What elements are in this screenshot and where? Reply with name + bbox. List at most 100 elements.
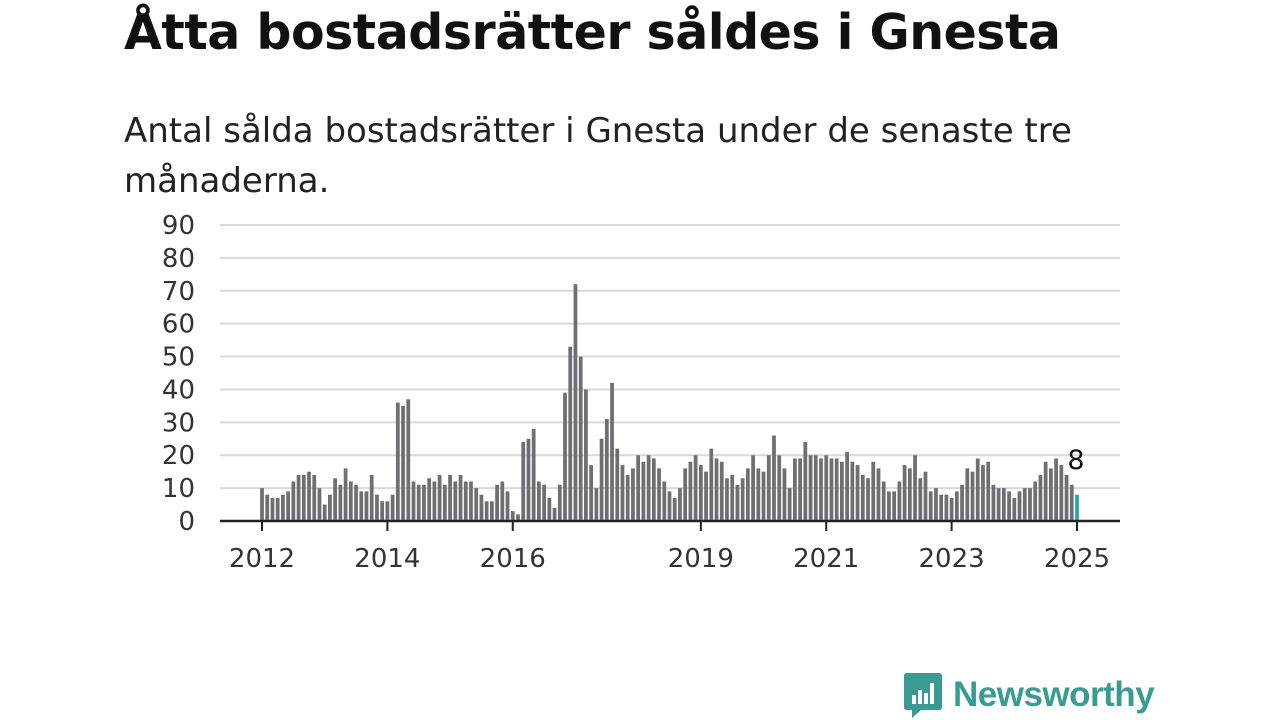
- bar: [667, 491, 672, 521]
- bar: [338, 484, 343, 521]
- bar: [484, 501, 489, 521]
- bar: [1033, 481, 1038, 521]
- bar: [793, 458, 797, 521]
- bar: [442, 484, 447, 521]
- bar: [432, 481, 437, 521]
- bar: [552, 507, 557, 521]
- bar: [719, 461, 724, 521]
- y-tick-label: 30: [162, 408, 195, 438]
- bar: [881, 481, 886, 521]
- bar: [557, 484, 562, 521]
- bar: [286, 491, 290, 521]
- bar: [803, 442, 808, 521]
- bar: [678, 488, 682, 521]
- bar: [406, 399, 411, 521]
- x-axis-ticks: 2012 2014 2016 2019 2021 2023 2025: [229, 521, 1110, 574]
- bar: [897, 481, 902, 521]
- bar: [636, 455, 641, 521]
- bar: [599, 438, 604, 521]
- bar: [348, 481, 353, 521]
- newsworthy-logo-icon: [904, 673, 942, 718]
- bar: [855, 465, 860, 521]
- bar: [756, 468, 761, 521]
- bar: [469, 481, 473, 521]
- chart-subtitle: Antal sålda bostadsrätter i Gnesta under…: [124, 111, 1072, 201]
- bar: [704, 471, 708, 521]
- bar: [573, 284, 578, 521]
- bar: [1038, 474, 1043, 521]
- bar: [845, 451, 850, 521]
- bar: [395, 402, 400, 521]
- bar: [1069, 484, 1074, 521]
- bar: [312, 474, 317, 521]
- bar: [860, 474, 865, 521]
- bar: [834, 458, 839, 521]
- bar: [531, 428, 536, 521]
- bar: [1049, 468, 1053, 521]
- bar: [458, 474, 463, 521]
- bar: [787, 488, 792, 521]
- y-tick-label: 0: [178, 507, 195, 537]
- bar: [437, 474, 442, 521]
- bar: [949, 497, 954, 521]
- bar: [500, 481, 505, 521]
- bar: [510, 511, 515, 521]
- bar: [709, 448, 714, 521]
- bar: [970, 471, 975, 521]
- bar: [620, 465, 625, 521]
- bar: [840, 461, 844, 521]
- bar: [923, 471, 928, 521]
- bar-highlighted: [1075, 494, 1079, 521]
- bar: [307, 471, 311, 521]
- bar: [918, 478, 923, 521]
- bar: [578, 356, 583, 521]
- bar: [850, 461, 855, 521]
- bar: [907, 468, 912, 521]
- bar: [1017, 491, 1022, 521]
- bar: [291, 481, 296, 521]
- bar: [1022, 488, 1027, 521]
- bar: [944, 494, 949, 521]
- bar: [934, 488, 938, 521]
- bar: [275, 497, 280, 521]
- bar: [657, 468, 661, 521]
- y-tick-label: 20: [162, 441, 195, 471]
- x-tick-label: 2014: [354, 544, 420, 574]
- bar: [641, 461, 646, 521]
- bar: [1054, 458, 1058, 521]
- bar: [317, 488, 322, 521]
- bar: [975, 458, 980, 521]
- bar: [745, 468, 750, 521]
- bar: [427, 478, 432, 521]
- bar: [730, 474, 735, 521]
- bar: [474, 488, 479, 521]
- bar: [761, 471, 766, 521]
- bar: [996, 488, 1001, 521]
- x-tick-label: 2016: [480, 544, 546, 574]
- logo-wordmark: Newsworthy: [953, 675, 1155, 714]
- x-tick-label: 2021: [793, 544, 859, 574]
- y-tick-label: 80: [162, 244, 195, 274]
- bar: [568, 346, 573, 521]
- bar: [563, 392, 567, 521]
- bar: [913, 455, 917, 521]
- bar: [1064, 474, 1069, 521]
- bar: [672, 497, 677, 521]
- bar: [537, 481, 541, 521]
- bar: [521, 442, 526, 521]
- bar: [526, 438, 531, 521]
- bar: [651, 458, 656, 521]
- bar: [354, 484, 358, 521]
- bar: [265, 494, 270, 521]
- bar: [688, 461, 693, 521]
- bar: [610, 382, 614, 521]
- y-tick-label: 60: [162, 310, 195, 340]
- bar: [772, 435, 776, 521]
- bar: [871, 461, 876, 521]
- bar: [876, 468, 881, 521]
- bar: [960, 484, 964, 521]
- bar: [448, 474, 452, 521]
- newsworthy-logo: Newsworthy: [903, 671, 1155, 719]
- bar: [479, 494, 484, 521]
